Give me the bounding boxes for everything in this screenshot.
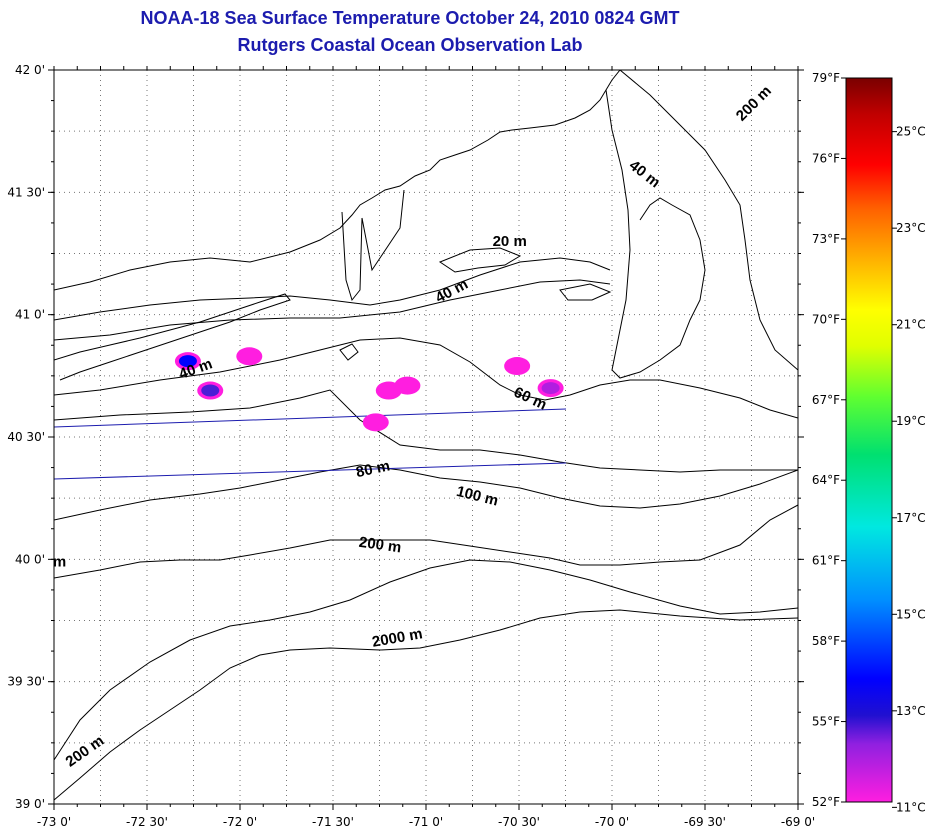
x-tick-label: -69 30': [684, 815, 726, 829]
x-tick-label: -70 0': [595, 815, 629, 829]
contour-label: 200 m: [358, 534, 402, 557]
colorbar-f-label: 67°F: [812, 393, 840, 407]
colorbar-c-label: 21°C: [896, 318, 926, 332]
contour-60m: [54, 337, 798, 419]
colorbar-c-label: 25°C: [896, 125, 926, 139]
sst-patch: [201, 384, 220, 397]
long-island: [54, 293, 291, 381]
contour-label: 200 m: [733, 82, 775, 124]
y-tick-label: 39 30': [7, 675, 45, 689]
x-tick-label: -71 30': [312, 815, 354, 829]
colorbar-c-label: 17°C: [896, 511, 926, 525]
sst-patch: [398, 379, 417, 392]
block-island: [339, 343, 359, 361]
x-tick-label: -72 0': [223, 815, 257, 829]
swath-line-south: [54, 462, 567, 480]
contour-100m: [54, 464, 798, 521]
contour-label: 20 m: [493, 233, 527, 250]
swath-line-north: [54, 408, 567, 428]
narragansett-bay: [341, 189, 405, 302]
contour-label: 2000 m: [371, 625, 424, 651]
contour-80m: [54, 389, 798, 473]
sst-patch: [366, 416, 385, 429]
colorbar-c-label: 15°C: [896, 607, 926, 621]
x-tick-label: -73 0': [37, 815, 71, 829]
sst-patch: [240, 350, 259, 363]
y-tick-label: 39 0': [15, 797, 45, 811]
contour-40m-north: [54, 279, 611, 341]
colorbar-c-label: 19°C: [896, 414, 926, 428]
x-tick-label: -70 30': [498, 815, 540, 829]
sst-patch: [541, 382, 560, 395]
chart-subtitle: Rutgers Coastal Ocean Observation Lab: [237, 35, 583, 55]
colorbar-f-label: 79°F: [812, 71, 840, 85]
colorbar-f-label: 70°F: [812, 312, 840, 326]
colorbar-c-label: 23°C: [896, 221, 926, 235]
colorbar-c-label: 11°C: [896, 800, 926, 814]
coastline-north: [54, 70, 621, 291]
contour-label: 80 m: [354, 457, 391, 481]
contour-40m-cape: [619, 70, 798, 371]
x-tick-label: -71 0': [409, 815, 443, 829]
chart-title: NOAA-18 Sea Surface Temperature October …: [140, 8, 680, 28]
y-tick-label: 41 30': [7, 185, 45, 199]
contour-label: m: [53, 554, 66, 571]
colorbar-f-label: 55°F: [812, 715, 840, 729]
colorbar-f-label: 76°F: [812, 151, 840, 165]
sst-patch: [508, 360, 527, 373]
colorbar-f-label: 64°F: [812, 473, 840, 487]
colorbar-f-label: 52°F: [812, 795, 840, 809]
colorbar-f-label: 73°F: [812, 232, 840, 246]
contour-200m-sw: [54, 609, 798, 801]
colorbar-c-label: 13°C: [896, 704, 926, 718]
y-tick-label: 42 0': [15, 63, 45, 77]
contour-label: 100 m: [455, 483, 500, 510]
contour-20m: [54, 257, 611, 321]
contour-label: 40 m: [433, 276, 471, 307]
cape-cod: [605, 89, 706, 379]
nantucket: [559, 283, 612, 301]
map-grid: [53, 69, 799, 805]
contour-200m: [54, 504, 798, 579]
x-tick-label: -72 30': [126, 815, 168, 829]
x-tick-label: -69 0': [781, 815, 815, 829]
sst-patch: [379, 384, 398, 397]
contour-label: 40 m: [626, 157, 663, 191]
contour-label: 200 m: [63, 732, 108, 770]
y-tick-label: 40 0': [15, 552, 45, 566]
marthas-vineyard: [438, 247, 522, 273]
colorbar-f-label: 61°F: [812, 554, 840, 568]
colorbar: [845, 77, 893, 803]
colorbar-f-label: 58°F: [812, 634, 840, 648]
y-tick-label: 41 0': [15, 308, 45, 322]
sst-patch: [178, 355, 197, 368]
contour-2000m: [54, 559, 798, 761]
y-tick-label: 40 30': [7, 430, 45, 444]
